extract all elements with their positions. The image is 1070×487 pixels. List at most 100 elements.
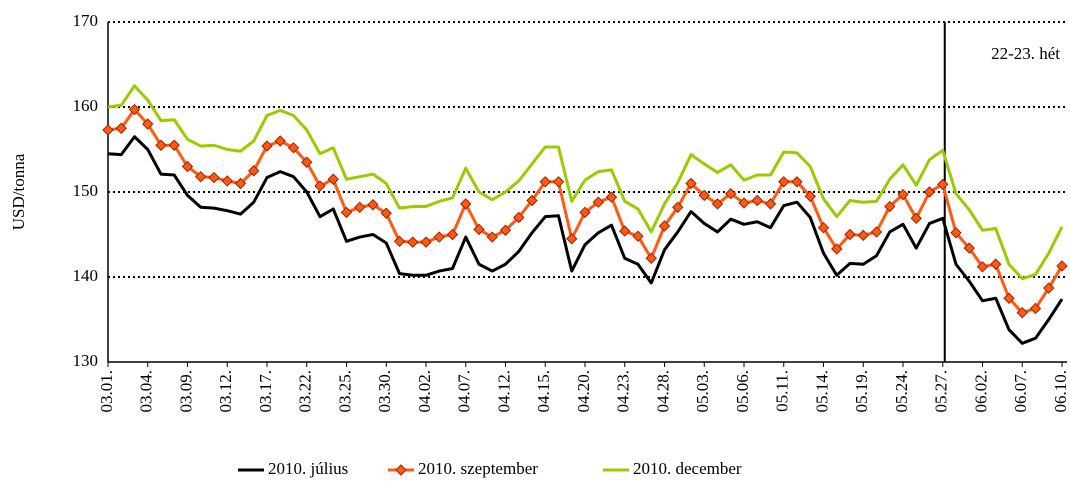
x-tick-label: 04.28. [653,370,672,413]
point-marker [566,233,578,245]
series-line [107,84,1064,281]
x-tick-label: 04.15. [534,370,553,413]
x-tick-label: 06.07. [1011,370,1030,413]
x-tick-label: 05.03. [693,370,712,413]
point-marker [990,258,1002,270]
point-marker [857,229,869,242]
point-marker [619,225,631,237]
point-marker [645,252,657,265]
point-marker [831,243,843,255]
point-marker [605,191,618,203]
point-marker [711,198,724,210]
legend-label: 2010. szeptember [418,459,538,478]
point-marker [1056,260,1068,272]
x-tick-label: 05.27. [932,370,951,413]
x-tick-label: 03.22. [296,370,315,413]
point-marker [910,212,922,225]
point-marker [844,228,856,241]
point-marker [817,221,830,234]
point-marker [142,118,154,130]
point-marker [301,156,313,168]
point-marker [1016,306,1028,319]
point-marker [327,173,339,185]
point-marker [672,201,684,214]
x-tick-label: 06.10. [1051,370,1070,413]
point-marker [513,211,525,224]
y-tick-label: 160 [73,96,99,115]
point-marker [380,207,392,219]
x-tick-label: 03.25. [335,370,354,413]
point-marker [1029,302,1042,315]
point-marker [937,178,949,191]
point-marker [778,176,790,188]
point-marker [433,231,445,243]
x-tick-label: 04.20. [574,370,593,413]
point-marker [884,200,896,213]
point-marker [354,201,366,214]
point-marker [632,230,644,242]
point-marker [870,226,883,238]
point-marker [579,206,591,219]
point-marker [685,177,697,190]
point-marker [791,176,803,188]
x-tick-label: 03.17. [256,370,275,413]
point-marker [698,189,710,202]
x-tick-label: 05.24. [892,370,911,413]
point-marker [234,177,247,190]
point-marker [261,140,273,152]
x-tick-label: 03.04. [137,370,156,413]
y-tick-label: 170 [73,11,99,30]
legend-label: 2010. július [268,459,348,478]
annotation: 22-23. hét [991,44,1060,63]
point-marker [287,142,300,154]
point-marker [128,103,141,116]
point-marker [950,227,962,239]
y-tick-label: 150 [73,181,99,200]
point-marker [314,180,326,192]
point-marker [420,236,432,248]
point-marker [102,124,114,136]
x-tick-label: 05.19. [852,370,871,413]
x-tick-label: 03.09. [176,370,195,413]
point-marker [725,187,737,200]
x-tick-label: 05.11. [773,370,792,412]
point-marker [248,165,260,177]
point-marker [658,220,671,232]
point-marker [473,223,485,236]
point-marker [897,188,909,201]
x-tick-label: 03.30. [375,370,394,413]
x-tick-label: 04.23. [614,370,633,413]
point-marker [923,186,936,198]
point-marker [963,242,975,254]
point-marker [407,236,419,248]
x-tick-label: 04.12. [494,370,513,413]
point-marker [526,194,538,207]
point-marker [367,199,379,211]
y-tick-label: 140 [73,266,99,285]
point-marker [751,194,763,207]
point-marker [155,139,167,151]
point-marker [181,160,194,173]
point-marker [274,135,286,147]
point-marker [764,198,777,210]
point-marker [195,170,207,183]
point-marker [592,196,604,208]
point-marker [221,175,233,187]
point-marker [340,206,353,219]
x-tick-label: 05.14. [812,370,831,413]
point-marker [1043,282,1055,294]
legend-marker [395,464,407,476]
x-tick-label: 03.12. [216,370,235,413]
point-marker [446,228,459,241]
point-marker [460,198,472,210]
point-marker [1003,292,1015,304]
point-marker [552,176,565,188]
point-marker [208,171,220,184]
point-marker [804,190,816,202]
x-tick-label: 04.07. [455,370,474,413]
point-marker [976,261,989,273]
point-marker [486,231,498,243]
x-tick-label: 06.02. [971,370,990,413]
y-tick-label: 130 [73,351,99,370]
